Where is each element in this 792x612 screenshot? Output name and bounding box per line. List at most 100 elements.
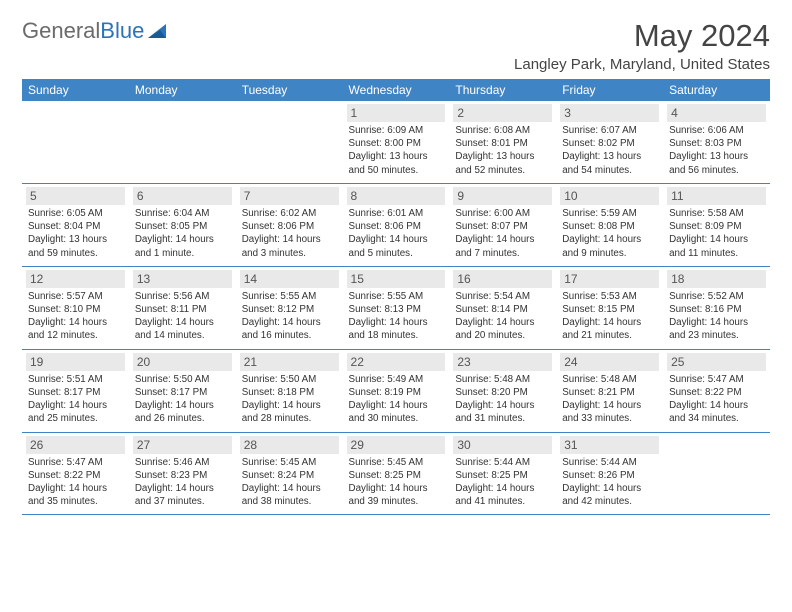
day-number: 7 (240, 187, 339, 205)
day-details: Sunrise: 5:44 AMSunset: 8:25 PMDaylight:… (453, 456, 552, 509)
calendar-cell: 20 Sunrise: 5:50 AMSunset: 8:17 PMDayligh… (129, 349, 236, 432)
calendar-cell: 22 Sunrise: 5:49 AMSunset: 8:19 PMDayligh… (343, 349, 450, 432)
day-details: Sunrise: 6:01 AMSunset: 8:06 PMDaylight:… (347, 207, 446, 260)
day-number: 30 (453, 436, 552, 454)
calendar-cell: 24Sunrise: 5:48 AMSunset: 8:21 PMDayligh… (556, 349, 663, 432)
calendar-head: SundayMondayTuesdayWednesdayThursdayFrid… (22, 79, 770, 101)
day-details: Sunrise: 5:58 AMSunset: 8:09 PMDaylight:… (667, 207, 766, 260)
day-details: Sunrise: 5:57 AMSunset: 8:10 PMDaylight:… (26, 290, 125, 343)
day-details: Sunrise: 5:47 AMSunset: 8:22 PMDaylight:… (667, 373, 766, 426)
calendar-cell: . (663, 432, 770, 515)
weekday-header: Thursday (449, 79, 556, 101)
day-number: 31 (560, 436, 659, 454)
day-number: 13 (133, 270, 232, 288)
calendar-cell: 2 Sunrise: 6:08 AMSunset: 8:01 PMDaylight… (449, 101, 556, 183)
day-number: 1 (347, 104, 446, 122)
day-details: Sunrise: 5:54 AMSunset: 8:14 PMDaylight:… (453, 290, 552, 343)
weekday-header: Wednesday (343, 79, 450, 101)
calendar-cell: 13 Sunrise: 5:56 AMSunset: 8:11 PMDayligh… (129, 266, 236, 349)
calendar-cell: 23 Sunrise: 5:48 AMSunset: 8:20 PMDayligh… (449, 349, 556, 432)
day-details: Sunrise: 6:07 AMSunset: 8:02 PMDaylight:… (560, 124, 659, 177)
day-details: Sunrise: 5:50 AMSunset: 8:17 PMDaylight:… (133, 373, 232, 426)
weekday-header: Sunday (22, 79, 129, 101)
day-details: Sunrise: 5:53 AMSunset: 8:15 PMDaylight:… (560, 290, 659, 343)
day-number: 23 (453, 353, 552, 371)
day-number: 5 (26, 187, 125, 205)
day-details: Sunrise: 5:52 AMSunset: 8:16 PMDaylight:… (667, 290, 766, 343)
weekday-header: Monday (129, 79, 236, 101)
calendar-cell: 29Sunrise: 5:45 AMSunset: 8:25 PMDayligh… (343, 432, 450, 515)
day-details: Sunrise: 5:51 AMSunset: 8:17 PMDaylight:… (26, 373, 125, 426)
day-number: 18 (667, 270, 766, 288)
calendar-cell: . (22, 101, 129, 183)
calendar-cell: 19Sunrise: 5:51 AMSunset: 8:17 PMDayligh… (22, 349, 129, 432)
day-details: Sunrise: 5:50 AMSunset: 8:18 PMDaylight:… (240, 373, 339, 426)
calendar-cell: 27Sunrise: 5:46 AMSunset: 8:23 PMDayligh… (129, 432, 236, 515)
day-number: 14 (240, 270, 339, 288)
calendar-week: 26Sunrise: 5:47 AMSunset: 8:22 PMDayligh… (22, 432, 770, 515)
calendar-cell: . (236, 101, 343, 183)
calendar-cell: . (129, 101, 236, 183)
day-details: Sunrise: 5:48 AMSunset: 8:21 PMDaylight:… (560, 373, 659, 426)
day-number: 4 (667, 104, 766, 122)
brand-part1: General (22, 18, 100, 44)
day-number: 26 (26, 436, 125, 454)
day-number: 22 (347, 353, 446, 371)
calendar-cell: 10 Sunrise: 5:59 AMSunset: 8:08 PMDayligh… (556, 183, 663, 266)
calendar-body: ...1Sunrise: 6:09 AMSunset: 8:00 PMDayli… (22, 101, 770, 515)
calendar-cell: 21 Sunrise: 5:50 AMSunset: 8:18 PMDayligh… (236, 349, 343, 432)
calendar-cell: 5 Sunrise: 6:05 AMSunset: 8:04 PMDaylight… (22, 183, 129, 266)
calendar-week: 12 Sunrise: 5:57 AMSunset: 8:10 PMDayligh… (22, 266, 770, 349)
location: Langley Park, Maryland, United States (514, 56, 770, 73)
day-number: 3 (560, 104, 659, 122)
day-number: 8 (347, 187, 446, 205)
calendar-week: 19Sunrise: 5:51 AMSunset: 8:17 PMDayligh… (22, 349, 770, 432)
day-details: Sunrise: 5:59 AMSunset: 8:08 PMDaylight:… (560, 207, 659, 260)
day-number: 12 (26, 270, 125, 288)
calendar-cell: 17Sunrise: 5:53 AMSunset: 8:15 PMDayligh… (556, 266, 663, 349)
day-details: Sunrise: 5:56 AMSunset: 8:11 PMDaylight:… (133, 290, 232, 343)
calendar-cell: 31 Sunrise: 5:44 AMSunset: 8:26 PMDayligh… (556, 432, 663, 515)
brand-part2: Blue (100, 18, 144, 44)
day-details: Sunrise: 5:55 AMSunset: 8:13 PMDaylight:… (347, 290, 446, 343)
calendar-cell: 26Sunrise: 5:47 AMSunset: 8:22 PMDayligh… (22, 432, 129, 515)
day-details: Sunrise: 5:55 AMSunset: 8:12 PMDaylight:… (240, 290, 339, 343)
calendar-cell: 1Sunrise: 6:09 AMSunset: 8:00 PMDaylight… (343, 101, 450, 183)
day-details: Sunrise: 6:02 AMSunset: 8:06 PMDaylight:… (240, 207, 339, 260)
day-details: Sunrise: 5:49 AMSunset: 8:19 PMDaylight:… (347, 373, 446, 426)
calendar-week: 5 Sunrise: 6:05 AMSunset: 8:04 PMDaylight… (22, 183, 770, 266)
weekday-header: Friday (556, 79, 663, 101)
calendar-cell: 25 Sunrise: 5:47 AMSunset: 8:22 PMDayligh… (663, 349, 770, 432)
day-details: Sunrise: 5:45 AMSunset: 8:24 PMDaylight:… (240, 456, 339, 509)
day-number: 2 (453, 104, 552, 122)
day-details: Sunrise: 6:05 AMSunset: 8:04 PMDaylight:… (26, 207, 125, 260)
calendar-cell: 28Sunrise: 5:45 AMSunset: 8:24 PMDayligh… (236, 432, 343, 515)
day-details: Sunrise: 5:44 AMSunset: 8:26 PMDaylight:… (560, 456, 659, 509)
day-details: Sunrise: 6:06 AMSunset: 8:03 PMDaylight:… (667, 124, 766, 177)
calendar-cell: 12 Sunrise: 5:57 AMSunset: 8:10 PMDayligh… (22, 266, 129, 349)
day-number: 27 (133, 436, 232, 454)
calendar-cell: 30 Sunrise: 5:44 AMSunset: 8:25 PMDayligh… (449, 432, 556, 515)
calendar-cell: 14 Sunrise: 5:55 AMSunset: 8:12 PMDayligh… (236, 266, 343, 349)
calendar-cell: 18 Sunrise: 5:52 AMSunset: 8:16 PMDayligh… (663, 266, 770, 349)
day-number: 10 (560, 187, 659, 205)
month-title: May 2024 (514, 18, 770, 54)
day-number: 25 (667, 353, 766, 371)
day-number: 15 (347, 270, 446, 288)
calendar-cell: 8 Sunrise: 6:01 AMSunset: 8:06 PMDaylight… (343, 183, 450, 266)
day-details: Sunrise: 6:00 AMSunset: 8:07 PMDaylight:… (453, 207, 552, 260)
calendar-cell: 15 Sunrise: 5:55 AMSunset: 8:13 PMDayligh… (343, 266, 450, 349)
calendar-week: ...1Sunrise: 6:09 AMSunset: 8:00 PMDayli… (22, 101, 770, 183)
title-block: May 2024 Langley Park, Maryland, United … (514, 18, 770, 73)
brand-logo: GeneralBlue (22, 18, 168, 44)
day-number: 21 (240, 353, 339, 371)
day-number: 20 (133, 353, 232, 371)
day-number: 16 (453, 270, 552, 288)
weekday-header: Saturday (663, 79, 770, 101)
day-details: Sunrise: 5:48 AMSunset: 8:20 PMDaylight:… (453, 373, 552, 426)
calendar-cell: 16 Sunrise: 5:54 AMSunset: 8:14 PMDayligh… (449, 266, 556, 349)
header: GeneralBlue May 2024 Langley Park, Maryl… (22, 18, 770, 73)
day-number: 11 (667, 187, 766, 205)
day-details: Sunrise: 6:08 AMSunset: 8:01 PMDaylight:… (453, 124, 552, 177)
weekday-header: Tuesday (236, 79, 343, 101)
